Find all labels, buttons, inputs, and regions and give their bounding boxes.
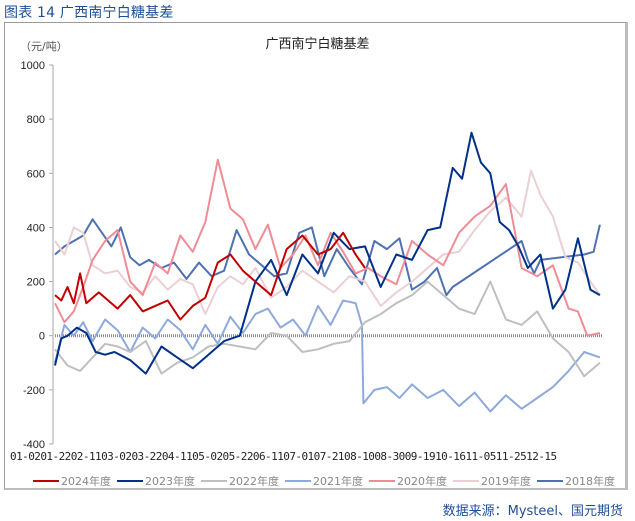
y-tick-label: 400	[27, 222, 45, 234]
legend-item: 2020年度	[369, 473, 447, 489]
legend-swatch	[537, 480, 563, 482]
y-axis: -400 -200 0 200 400 600 800 1000	[21, 60, 54, 451]
series-line-2018	[54, 218, 601, 297]
legend-swatch	[33, 480, 59, 482]
legend-label: 2023年度	[145, 475, 195, 488]
legend-swatch	[201, 480, 227, 482]
series-line-2024	[54, 231, 366, 321]
x-axis-tick-labels: 01-0201-2202-1103-0203-2204-1105-0205-22…	[10, 450, 557, 463]
legend-item: 2024年度	[33, 473, 111, 489]
y-tick-label: 800	[27, 114, 45, 126]
legend-label: 2024年度	[61, 475, 111, 488]
series-line-2022	[54, 280, 601, 378]
legend: 2024年度 2023年度 2022年度 2021年度 2020年度 2019年度 2018…	[33, 473, 615, 489]
chart-title: 广西南宁白糖基差	[265, 37, 370, 52]
y-tick-label: -400	[23, 439, 45, 451]
series-line-2021	[54, 299, 601, 413]
legend-label: 2021年度	[313, 475, 363, 488]
legend-swatch	[117, 480, 143, 482]
legend-label: 2019年度	[481, 475, 531, 488]
legend-item: 2019年度	[453, 473, 531, 489]
y-tick-label: -200	[23, 385, 45, 397]
legend-item: 2023年度	[117, 473, 195, 489]
legend-label: 2022年度	[229, 475, 279, 488]
y-tick-label: 0	[39, 331, 45, 343]
figure-title: 图表 14 广西南宁白糖基差	[4, 5, 174, 21]
series-layer	[54, 131, 601, 413]
chart-frame	[4, 22, 628, 490]
y-axis-unit: （元/吨）	[20, 40, 68, 53]
y-tick-label: 600	[27, 168, 45, 180]
data-source: 数据来源：Mysteel、国元期货	[442, 504, 623, 519]
series-line-2019	[54, 169, 601, 316]
legend-swatch	[369, 480, 395, 482]
y-tick-label: 200	[27, 277, 45, 289]
legend-item: 2021年度	[285, 473, 363, 489]
series-line-2020	[54, 158, 601, 337]
y-tick-label: 1000	[21, 60, 45, 72]
legend-swatch	[285, 480, 311, 482]
legend-item: 2022年度	[201, 473, 279, 489]
legend-swatch	[453, 480, 479, 482]
legend-item: 2018年度	[537, 473, 615, 489]
series-line-2023	[54, 131, 601, 375]
legend-label: 2018年度	[565, 475, 615, 488]
legend-label: 2020年度	[397, 475, 447, 488]
